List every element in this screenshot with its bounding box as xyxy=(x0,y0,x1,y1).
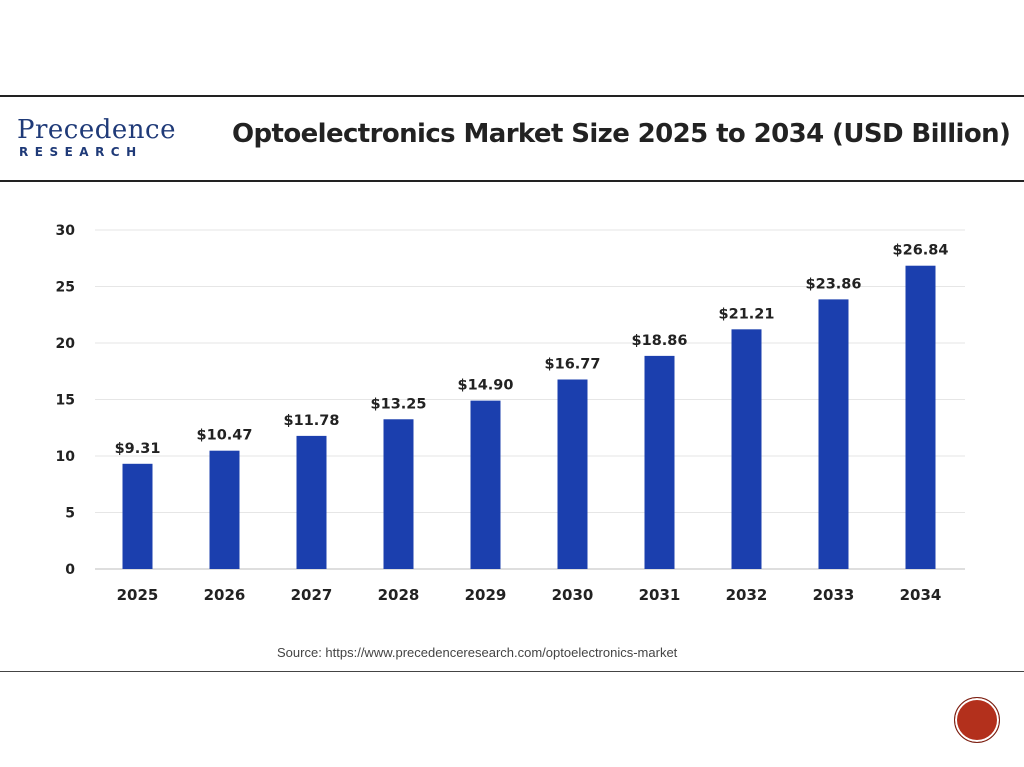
data-label: $14.90 xyxy=(458,378,514,394)
slide-top-rule xyxy=(0,95,1024,97)
bar xyxy=(644,355,675,569)
y-tick-label: 5 xyxy=(65,506,75,522)
y-tick-label: 10 xyxy=(56,449,76,465)
y-tick-label: 0 xyxy=(65,562,75,578)
bar xyxy=(209,450,240,569)
data-label: $9.31 xyxy=(115,441,161,457)
bar xyxy=(731,329,762,569)
x-tick-label: 2034 xyxy=(900,586,942,604)
bar-chart: 051015202530$9.312025$10.472026$11.78202… xyxy=(56,223,965,604)
bar xyxy=(383,419,414,569)
x-tick-label: 2029 xyxy=(465,586,507,604)
data-label: $18.86 xyxy=(632,333,688,349)
chart-title: Optoelectronics Market Size 2025 to 2034… xyxy=(232,119,1011,149)
bar xyxy=(470,400,501,569)
x-tick-label: 2026 xyxy=(204,586,246,604)
y-tick-label: 25 xyxy=(56,280,75,296)
data-label: $16.77 xyxy=(545,356,601,372)
data-label: $26.84 xyxy=(893,243,949,259)
slide-bottom-rule xyxy=(0,671,1024,672)
data-label: $10.47 xyxy=(197,428,253,444)
bar xyxy=(122,463,153,569)
data-label: $13.25 xyxy=(371,396,427,412)
chart-header: Precedence RESEARCH Optoelectronics Mark… xyxy=(0,97,1024,182)
source-note: Source: https://www.precedenceresearch.c… xyxy=(277,645,678,660)
x-tick-label: 2032 xyxy=(726,586,768,604)
y-tick-label: 20 xyxy=(56,336,76,352)
page-number-badge xyxy=(954,697,1000,743)
precedence-research-logo: Precedence RESEARCH xyxy=(17,115,175,163)
data-label: $23.86 xyxy=(806,276,862,292)
bar xyxy=(905,265,936,569)
x-tick-label: 2028 xyxy=(378,586,420,604)
data-label: $21.21 xyxy=(719,306,775,322)
y-tick-label: 30 xyxy=(56,223,76,239)
x-tick-label: 2027 xyxy=(291,586,333,604)
x-tick-label: 2025 xyxy=(117,586,159,604)
x-tick-label: 2031 xyxy=(639,586,681,604)
bar xyxy=(296,435,327,569)
chart-panel: 0 5 10 15 20 25 30 $9.31 2025 $10.47 2026 $11.78 202… xyxy=(0,182,1024,671)
x-tick-label: 2033 xyxy=(813,586,855,604)
logo-wordmark: Precedence xyxy=(17,115,176,145)
bar xyxy=(557,379,588,569)
logo-subtext: RESEARCH xyxy=(19,145,143,159)
bar xyxy=(818,299,849,569)
data-label: $11.78 xyxy=(284,413,340,429)
x-tick-label: 2030 xyxy=(552,586,594,604)
y-tick-label: 15 xyxy=(56,393,75,409)
